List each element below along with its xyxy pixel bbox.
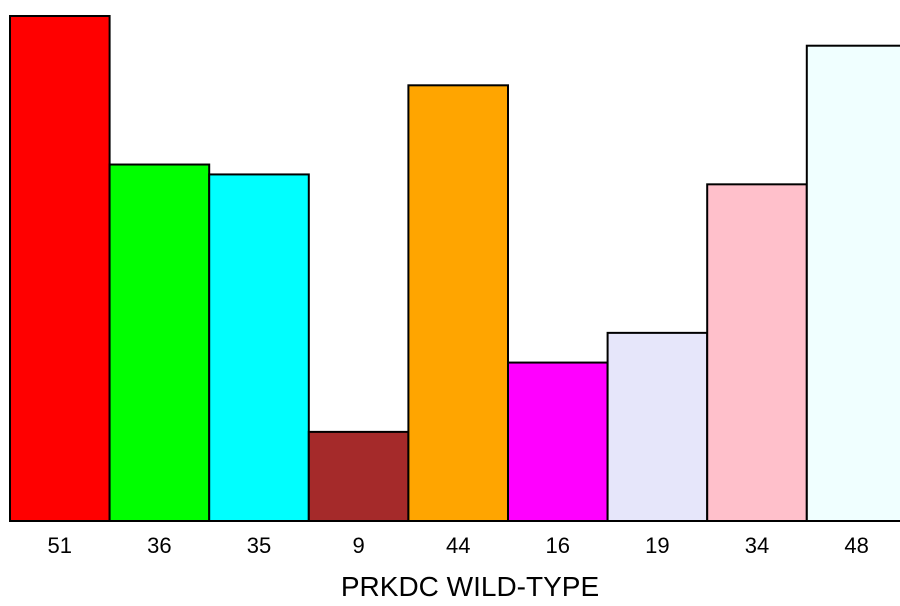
x-tick-label: 48 <box>844 533 868 558</box>
bars-group <box>9 15 900 523</box>
x-tick-label: 34 <box>745 533 769 558</box>
x-tick-label: 44 <box>446 533 470 558</box>
bar-35 <box>208 173 310 522</box>
bar-36 <box>108 163 211 522</box>
bar-51 <box>9 15 111 522</box>
x-tick-label: 36 <box>147 533 171 558</box>
bar-9 <box>307 430 410 523</box>
bar-44 <box>407 84 509 522</box>
x-tick-label: 35 <box>247 533 271 558</box>
bar-48 <box>805 44 900 523</box>
x-tick-label: 16 <box>546 533 570 558</box>
bar-19 <box>606 331 709 522</box>
x-tick-label: 9 <box>352 533 364 558</box>
tick-labels-group: 51 36 35 9 44 16 19 34 48 <box>48 533 869 558</box>
bar-34 <box>706 183 808 523</box>
x-tick-label: 51 <box>48 533 72 558</box>
x-tick-label: 19 <box>645 533 669 558</box>
bar-16 <box>507 361 609 522</box>
x-axis-title: PRKDC WILD-TYPE <box>341 571 599 602</box>
